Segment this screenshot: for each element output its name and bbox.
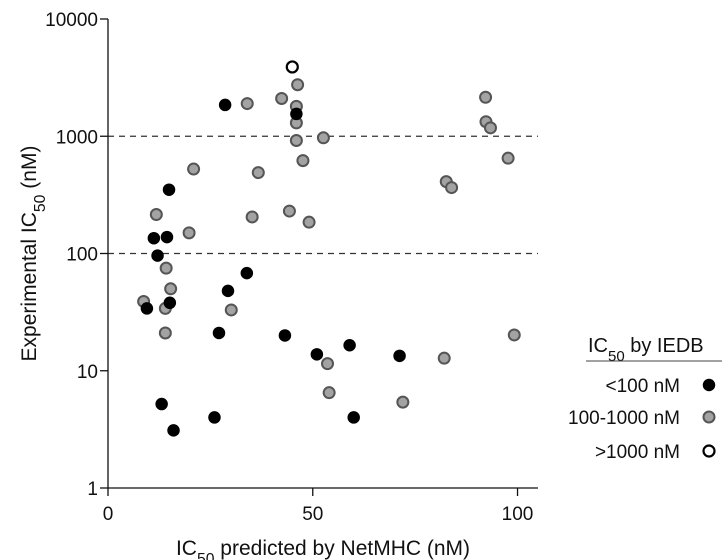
- data-point-gray: [445, 181, 459, 195]
- legend-marker-black: [702, 378, 716, 392]
- data-point-gray: [396, 395, 410, 409]
- data-point-gray: [291, 78, 305, 92]
- y-tick-label: 1: [87, 479, 98, 500]
- data-point-gray: [159, 261, 173, 275]
- data-point-black: [162, 183, 176, 196]
- data-point-gray: [437, 351, 451, 365]
- x-axis-title: IC50 predicted by NetMHC (nM): [176, 537, 470, 560]
- data-point-gray: [483, 121, 497, 135]
- data-point-gray: [296, 154, 310, 168]
- data-point-gray: [158, 326, 172, 340]
- data-point-gray: [182, 226, 196, 240]
- y-tick-label: 10: [77, 362, 98, 383]
- data-point-gray: [149, 208, 163, 222]
- data-point-black: [240, 266, 254, 280]
- data-point-black: [343, 339, 356, 352]
- y-tick-label: 1000: [56, 127, 98, 148]
- data-point-gray: [302, 215, 316, 229]
- legend-title: IC50 by IEDB: [588, 335, 704, 365]
- data-point-black: [212, 326, 226, 340]
- x-tick-label: 0: [103, 504, 114, 525]
- data-point-black: [208, 411, 221, 424]
- data-point-black: [347, 411, 360, 424]
- data-point-gray: [245, 210, 259, 224]
- data-point-gray: [322, 386, 336, 400]
- legend-label: <100 nM: [606, 376, 680, 397]
- data-point-gray: [316, 131, 330, 145]
- x-tick-label: 50: [302, 504, 323, 525]
- data-point-gray: [224, 303, 238, 317]
- data-point-gray: [507, 328, 521, 342]
- data-point-gray: [164, 282, 178, 296]
- data-point-gray: [321, 357, 335, 371]
- axes: 1 10 100 1000 10000 0 50 100 IC50 predicted by N…: [18, 10, 538, 560]
- data-point-black: [160, 230, 174, 244]
- data-point-black: [167, 424, 180, 437]
- data-point-gray: [187, 162, 201, 176]
- data-point-black: [147, 231, 161, 245]
- data-point-gray: [251, 166, 265, 180]
- data-point-gray: [289, 133, 303, 147]
- y-tick-label: 100: [66, 245, 98, 266]
- data-point-gray: [240, 97, 254, 111]
- data-point-black: [218, 98, 232, 112]
- data-point-gray: [282, 204, 296, 218]
- data-point-black: [393, 349, 406, 363]
- data-point-black: [221, 284, 235, 298]
- legend-label: 100-1000 nM: [568, 408, 680, 429]
- data-point-black: [310, 348, 324, 361]
- data-point-open: [285, 60, 299, 74]
- data-point-black: [278, 329, 292, 342]
- data-point-gray: [479, 90, 493, 104]
- data-point-black: [155, 397, 168, 411]
- data-point-gray: [275, 91, 289, 105]
- y-tick-label: 10000: [45, 10, 98, 31]
- legend-marker-gray: [702, 410, 716, 424]
- y-axis-title: Experimental IC50 (nM): [18, 146, 49, 362]
- data-points: [137, 60, 521, 437]
- legend-marker-open: [702, 444, 716, 458]
- legend-label: >1000 nM: [595, 442, 680, 463]
- data-point-black: [290, 107, 303, 121]
- legend: IC50 by IEDB <100 nM 100-1000 nM >1000 nM: [568, 335, 722, 463]
- data-point-gray: [501, 151, 515, 165]
- data-point-black: [163, 296, 177, 310]
- x-tick-label: 100: [502, 504, 534, 525]
- data-point-black: [151, 249, 164, 262]
- data-point-black: [140, 302, 154, 315]
